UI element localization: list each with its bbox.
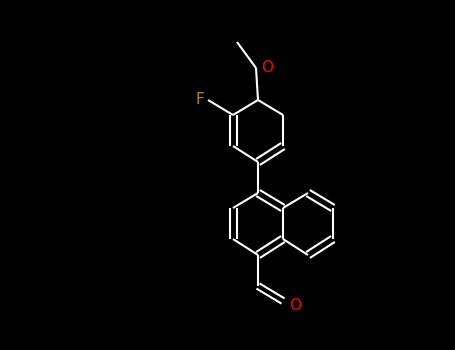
Text: O: O (261, 61, 273, 76)
Text: F: F (195, 92, 204, 107)
Text: O: O (289, 298, 301, 313)
